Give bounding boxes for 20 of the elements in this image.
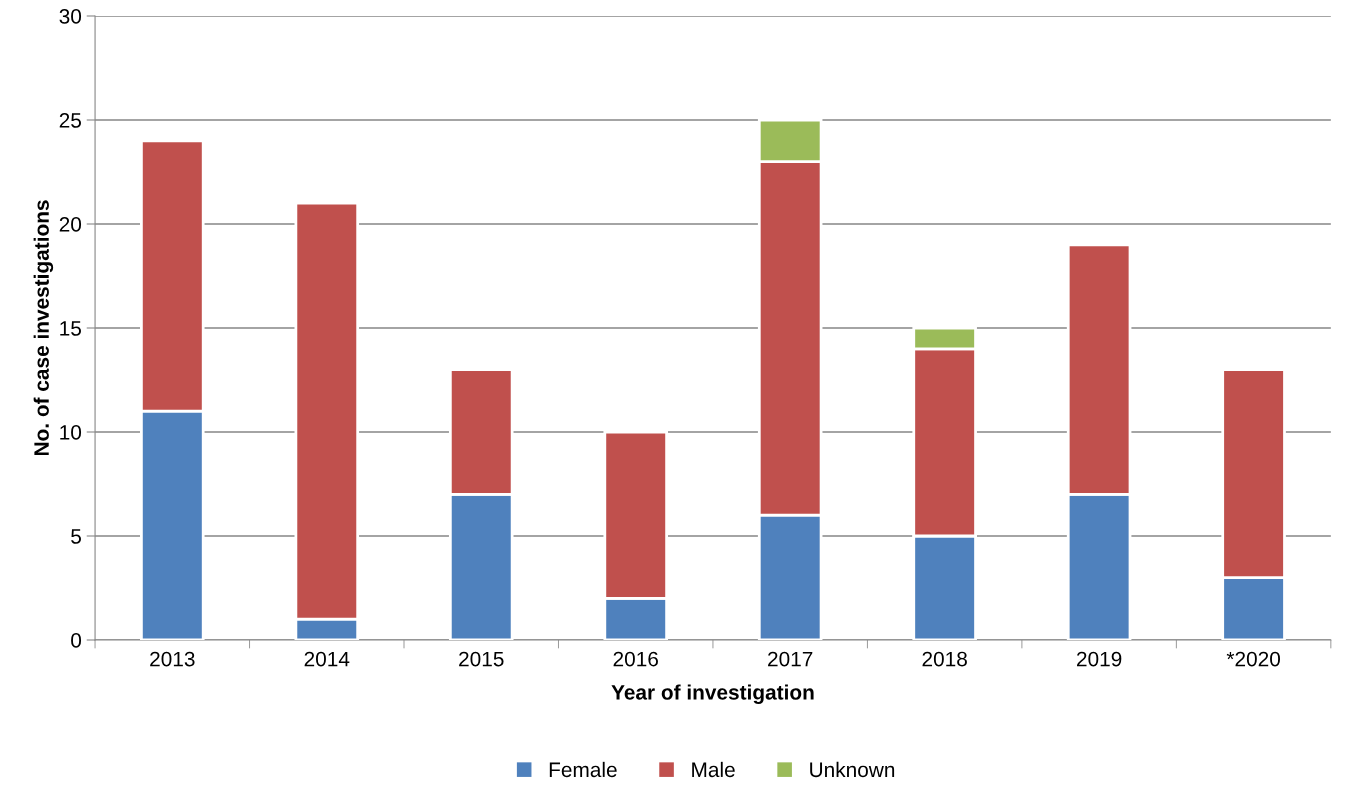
y-tick-label: 5 [71,529,81,544]
x-tick-label: 2019 [1077,651,1122,667]
y-axis-title: No. of case investigations [33,200,54,456]
x-tick-label: *2020 [1226,651,1281,667]
y-tick-label: 25 [59,113,81,128]
x-tick-label: 2017 [768,651,813,667]
y-tick-label: 15 [60,321,81,336]
x-tick-label: 2015 [459,651,504,667]
x-tick-label: 2013 [150,651,195,667]
legend-label: Male [692,761,735,778]
legend-label: Female [549,761,617,778]
x-tick-label: 2016 [613,651,658,667]
y-tick-label: 20 [59,217,82,232]
legend-label: Unknown [810,761,895,778]
y-tick-label: 0 [71,633,82,648]
x-tick-label: 2014 [304,651,350,667]
y-tick-label: 10 [60,425,82,440]
x-axis-title: Year of investigation [611,684,814,704]
x-tick-label: 2018 [922,651,967,667]
y-tick-label: 30 [59,9,82,24]
